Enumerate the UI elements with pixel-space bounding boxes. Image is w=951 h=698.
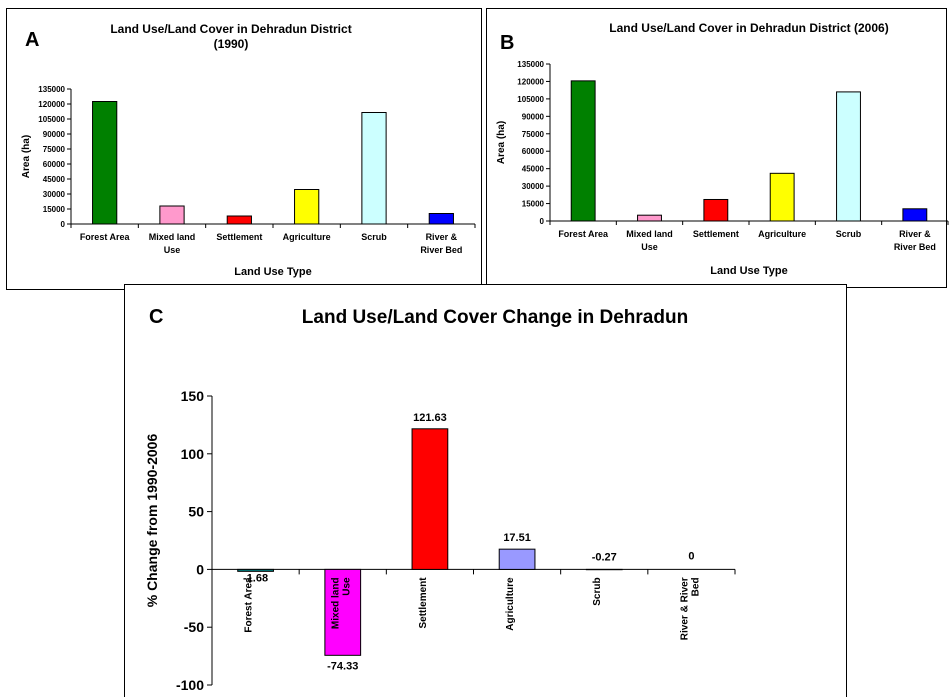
x-category-label: Use bbox=[164, 245, 181, 255]
chart-title-line: (1990) bbox=[214, 37, 249, 51]
y-tick-label: 15000 bbox=[522, 200, 545, 209]
y-tick-label: 90000 bbox=[522, 112, 545, 121]
x-category-label: River & bbox=[426, 232, 458, 242]
y-tick-label: 15000 bbox=[43, 205, 66, 214]
chart-panel-a: A Land Use/Land Cover in Dehradun Distric… bbox=[6, 8, 482, 290]
data-label: -0.27 bbox=[592, 551, 617, 563]
bar-3 bbox=[499, 549, 535, 569]
chart-a-svg: A Land Use/Land Cover in Dehradun Distric… bbox=[7, 9, 483, 291]
y-tick-label: 105000 bbox=[517, 95, 544, 104]
y-axis-title: Area (ha) bbox=[496, 121, 507, 164]
x-category-label: Settlement bbox=[216, 232, 262, 242]
x-category-label: Bed bbox=[690, 577, 701, 596]
y-tick-label: 0 bbox=[196, 561, 204, 577]
y-tick-label: 60000 bbox=[522, 147, 545, 156]
x-category-label: Settlement bbox=[418, 577, 429, 629]
x-category-label: Agriculture bbox=[283, 232, 331, 242]
data-label: 0 bbox=[688, 550, 694, 562]
x-category-label: Mixed land bbox=[149, 232, 196, 242]
bar-5 bbox=[903, 209, 927, 221]
y-tick-label: 150 bbox=[181, 388, 205, 404]
y-tick-label: 120000 bbox=[38, 100, 65, 109]
panel-label-a: A bbox=[25, 29, 39, 51]
bar-2 bbox=[227, 216, 251, 224]
bar-0 bbox=[93, 102, 117, 225]
bar-3 bbox=[770, 173, 794, 221]
bar-4 bbox=[362, 113, 386, 225]
bar-0 bbox=[571, 81, 595, 221]
y-tick-label: 30000 bbox=[43, 190, 66, 199]
x-category-label: Scrub bbox=[836, 229, 862, 239]
x-category-label: River & River bbox=[679, 577, 690, 640]
bar-0 bbox=[238, 569, 274, 571]
bar-3 bbox=[295, 190, 319, 225]
chart-b-svg: B Land Use/Land Cover in Dehradun Distric… bbox=[487, 9, 948, 289]
x-category-label: Mixed land bbox=[626, 229, 673, 239]
y-axis-title: Area (ha) bbox=[21, 135, 32, 178]
panel-label-c: C bbox=[149, 306, 163, 328]
bar-2 bbox=[704, 199, 728, 221]
bar-5 bbox=[429, 214, 453, 225]
y-tick-label: 90000 bbox=[43, 130, 66, 139]
y-axis-title: % Change from 1990-2006 bbox=[144, 434, 160, 608]
x-category-label: Forest Area bbox=[244, 577, 255, 633]
panel-label-b: B bbox=[500, 32, 514, 54]
data-label: 121.63 bbox=[413, 412, 447, 424]
data-label: 17.51 bbox=[503, 532, 531, 544]
y-tick-label: 120000 bbox=[517, 77, 544, 86]
chart-title-line: Land Use/Land Cover in Dehradun District… bbox=[609, 21, 888, 35]
chart-panel-b: B Land Use/Land Cover in Dehradun Distric… bbox=[486, 8, 947, 288]
x-category-label: Use bbox=[342, 577, 353, 596]
y-tick-label: 75000 bbox=[43, 145, 66, 154]
x-category-label: Scrub bbox=[361, 232, 387, 242]
x-category-label: River & bbox=[899, 229, 931, 239]
y-tick-label: 60000 bbox=[43, 160, 66, 169]
x-category-label: Use bbox=[641, 242, 658, 252]
y-tick-label: 75000 bbox=[522, 130, 545, 139]
data-label: -74.33 bbox=[327, 660, 358, 672]
y-tick-label: 135000 bbox=[38, 85, 65, 94]
y-tick-label: -50 bbox=[184, 619, 204, 635]
x-category-label: Forest Area bbox=[558, 229, 609, 239]
bar-1 bbox=[160, 206, 184, 224]
x-category-label: Forest Area bbox=[80, 232, 131, 242]
x-category-label: Scrub bbox=[592, 577, 603, 605]
chart-panel-c: C Land Use/Land Cover Change in Dehradun -… bbox=[124, 284, 847, 697]
y-tick-label: 45000 bbox=[43, 175, 66, 184]
bar-1 bbox=[638, 215, 662, 221]
y-tick-label: 45000 bbox=[522, 165, 545, 174]
chart-c-svg: C Land Use/Land Cover Change in Dehradun -… bbox=[125, 285, 848, 698]
x-category-label: Agriculture bbox=[758, 229, 806, 239]
y-tick-label: 30000 bbox=[522, 182, 545, 191]
x-category-label: Settlement bbox=[693, 229, 739, 239]
y-tick-label: 50 bbox=[188, 504, 204, 520]
y-tick-label: 0 bbox=[61, 220, 66, 229]
y-tick-label: -100 bbox=[176, 677, 204, 693]
x-axis-title: Land Use Type bbox=[710, 265, 787, 277]
chart-title: Land Use/Land Cover Change in Dehradun bbox=[302, 307, 688, 328]
x-category-label: Agriculture bbox=[505, 577, 516, 631]
y-tick-label: 135000 bbox=[517, 60, 544, 69]
x-category-label: River Bed bbox=[420, 245, 462, 255]
y-tick-label: 100 bbox=[181, 446, 205, 462]
bar-2 bbox=[412, 429, 448, 570]
x-axis-title: Land Use Type bbox=[234, 266, 311, 278]
x-category-label: River Bed bbox=[894, 242, 936, 252]
bar-4 bbox=[837, 92, 861, 221]
y-tick-label: 105000 bbox=[38, 115, 65, 124]
x-category-label: Mixed land bbox=[331, 577, 342, 629]
chart-title-line: Land Use/Land Cover in Dehradun District bbox=[110, 22, 351, 36]
y-tick-label: 0 bbox=[540, 217, 545, 226]
